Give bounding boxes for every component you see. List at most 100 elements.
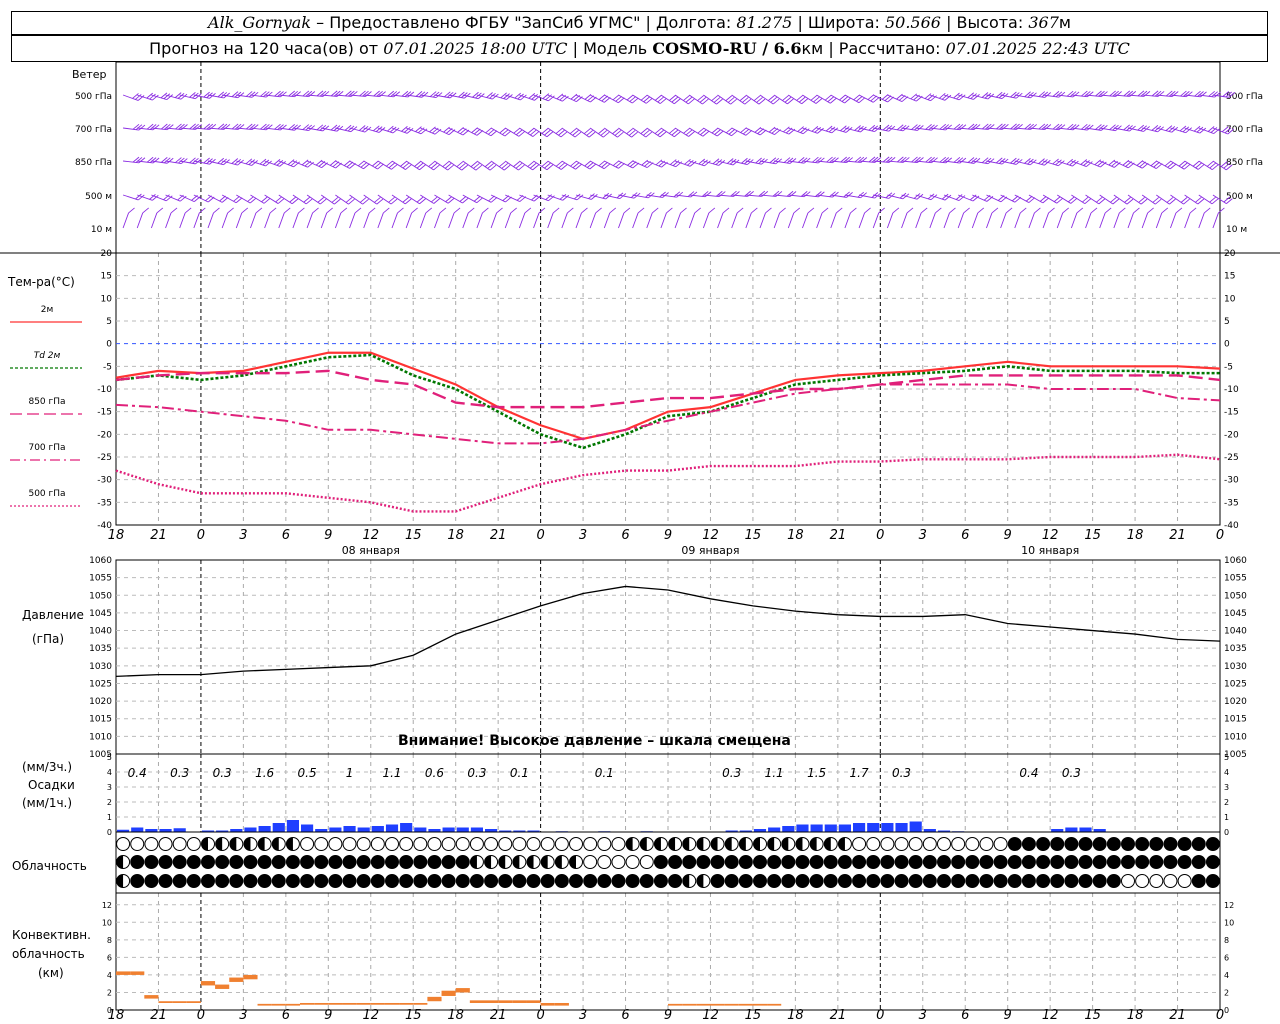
time-tick: 21 [1169, 528, 1186, 543]
time-tick-bottom: 18 [447, 1008, 464, 1023]
wind-barb-flag [969, 194, 977, 201]
wind-barb [250, 194, 265, 204]
wind-barb-flag [1183, 91, 1190, 97]
precip-unit3: (мм/3ч.) [22, 760, 73, 774]
cloud-symbol [172, 874, 187, 888]
wind-barb-flag [363, 163, 370, 170]
wind-barb [136, 212, 144, 229]
wind-barb-flag [628, 130, 636, 136]
wind-barb-flag [857, 156, 865, 163]
wind-barb-flag [237, 92, 245, 98]
wind-barb-flag [474, 128, 481, 135]
wind-barb-flag [560, 131, 568, 138]
wind-barb [405, 212, 413, 229]
conv-tick-right: 0 [1224, 1006, 1229, 1015]
time-tick: 21 [490, 528, 507, 543]
wind-barb-flag [1221, 126, 1229, 133]
cloud-symbol-half [682, 874, 690, 888]
wind-barb-flag [744, 190, 751, 197]
temp-series-line [115, 351, 1221, 441]
precip-tick: 4 [107, 768, 112, 777]
wind-barb [589, 94, 605, 103]
wind-barb [476, 160, 491, 171]
cloud-symbol [1036, 837, 1051, 851]
cloud-symbol [1177, 855, 1192, 869]
wind-barb-flag [928, 124, 935, 131]
wind-barb-flag [419, 164, 426, 171]
wind-barb-flag [138, 157, 146, 164]
wind-barb-flag [439, 207, 447, 214]
cloud-symbol [1191, 874, 1206, 888]
wind-barb-flag [1223, 162, 1231, 169]
wind-barb-flag [702, 98, 709, 105]
wind-barb-flag [287, 159, 295, 165]
wind-barb-flag [1024, 158, 1031, 164]
precip-total: 1 [346, 766, 354, 780]
wind-barb-flag [955, 194, 963, 200]
wind-barb-flag [711, 95, 718, 102]
wind-barb-flag [518, 164, 525, 171]
cloud-symbol [753, 874, 767, 888]
wind-barb [306, 194, 321, 205]
conv-bar [186, 1001, 201, 1003]
wind-barb [674, 212, 681, 229]
wind-barb-flag [1095, 90, 1102, 97]
wind-barb-flag [556, 93, 564, 100]
cloud-symbol [979, 874, 994, 888]
temp-tick-right: -10 [1224, 385, 1239, 395]
wind-barb-flag [769, 157, 777, 164]
wind-barb-flag [967, 92, 975, 99]
wind-barb [377, 160, 392, 170]
wind-barb-flag [614, 130, 622, 136]
cloud-symbol [993, 837, 1008, 851]
conv-tick: 8 [107, 936, 112, 945]
cloud-symbol [399, 874, 414, 888]
conv-bar [116, 971, 131, 975]
wind-barb-flag [944, 194, 952, 201]
time-tick: 12 [1042, 528, 1059, 543]
wind-barb-flag [529, 162, 537, 169]
cloud-symbol [710, 855, 725, 869]
wind-barb-flag [166, 195, 173, 202]
wind-barb-flag [397, 207, 404, 214]
wind-barb-flag [967, 123, 975, 130]
wind-barb-flag [288, 124, 295, 130]
wind-barb [986, 194, 1002, 203]
wind-barb-flag [317, 197, 325, 203]
wind-barb-flag [231, 91, 239, 97]
wind-barb-flag [280, 124, 287, 131]
pressure-title: Давление [22, 608, 84, 622]
wind-barb [434, 194, 449, 204]
wind-barb-flag [217, 123, 225, 130]
wind-barb-flag [897, 156, 904, 163]
cloud-symbol [1007, 837, 1022, 851]
precip-bar [357, 827, 370, 832]
wind-barb-flag [305, 124, 313, 131]
wind-barb-flag [807, 207, 815, 214]
conv-bar [526, 1000, 541, 1003]
wind-barb [929, 212, 936, 229]
wind-barb [603, 212, 611, 229]
wind-barb-flag [727, 97, 735, 103]
precip-bar [286, 820, 299, 832]
wind-barb-flag [195, 158, 202, 165]
wind-barb [490, 160, 505, 171]
wind-barb-flag [817, 127, 824, 134]
wind-barb-flag [1058, 160, 1065, 167]
wind-barb [660, 127, 675, 138]
wind-barb-flag [135, 94, 142, 100]
wind-barb-flag [1038, 91, 1046, 97]
cloud-symbol [979, 855, 994, 869]
wind-barb-flag [878, 207, 885, 214]
wind-level-label: 10 м [91, 225, 112, 235]
wind-level-label-right: 700 гПа [1226, 125, 1263, 135]
wind-barb-flag [981, 123, 989, 130]
wind-barb [703, 127, 718, 137]
wind-barb-flag [731, 130, 738, 137]
wind-barb-flag [801, 98, 809, 105]
wind-barb [292, 212, 299, 229]
wind-barb-flag [1042, 197, 1050, 204]
wind-barb-flag [517, 93, 524, 100]
wind-barb [816, 94, 831, 104]
wind-barb-flag [160, 92, 168, 99]
